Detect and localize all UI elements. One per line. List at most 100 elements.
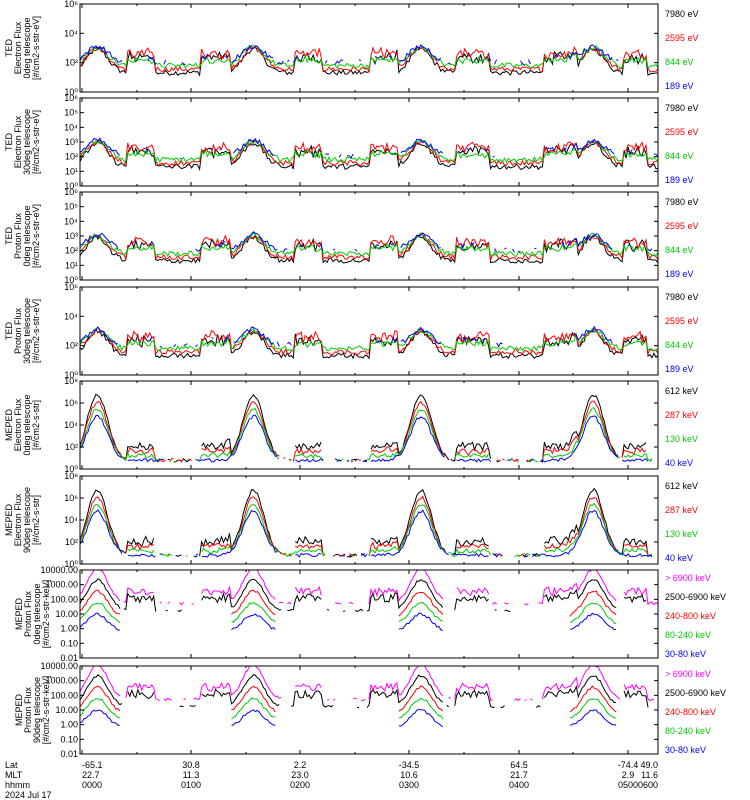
y-tick-label: 10¹ — [65, 166, 78, 176]
legend-entry: 30-80 keV — [665, 745, 706, 755]
series-line-2 — [80, 139, 658, 167]
legend-entry: 2500-6900 keV — [665, 592, 726, 602]
time-tick-label: 0100 — [181, 780, 201, 790]
y-tick-label: 0.10 — [60, 734, 78, 744]
legend-entry: 7980 eV — [665, 9, 699, 19]
series-line-2 — [80, 579, 658, 612]
y-tick-label: 0.01 — [60, 749, 78, 759]
legend-entry: 844 eV — [665, 245, 694, 255]
date-label: 2024 Jul 17 — [5, 790, 52, 800]
y-tick-label: 10⁰ — [64, 87, 78, 97]
y-tick-label: 10³ — [65, 137, 78, 147]
series-line-3 — [80, 326, 658, 353]
series-line-4 — [80, 697, 617, 720]
legend-entry: 40 keV — [665, 458, 693, 468]
lat-tick-label: 30.8 — [182, 760, 200, 770]
y-tick-label: 100.00 — [50, 690, 78, 700]
series-line-2 — [80, 45, 658, 74]
panel-8: 0.01 0.10 1.00 10.00 100.00 1000.00 10000.00 ME… — [14, 661, 726, 759]
panel-5: 10⁰ 10² 10⁴ 10⁶ 10⁸ MEPEDElectron Flux0deg te… — [4, 376, 698, 474]
y-axis-label: MEPEDProton Flux90deg telescope[#/cm2-s-… — [14, 676, 51, 745]
x-row-label: MLT — [5, 770, 23, 780]
y-tick-label: 10⁰ — [64, 559, 78, 569]
legend-entry: > 6900 keV — [665, 573, 711, 583]
y-tick-label: 1000.00 — [45, 580, 78, 590]
legend-entry: 240-800 keV — [665, 611, 716, 621]
y-tick-label: 0.10 — [60, 638, 78, 648]
plot-frame — [79, 475, 659, 565]
plot-frame — [79, 3, 659, 93]
y-tick-label: 10⁴ — [64, 122, 78, 132]
legend-entry: 844 eV — [665, 151, 694, 161]
plot-frame — [79, 286, 659, 376]
y-tick-label: 10⁶ — [64, 93, 78, 103]
legend-entry: 844 eV — [665, 340, 694, 350]
lat-tick-label: -74.4 — [618, 760, 639, 770]
mlt-tick-label: 23.0 — [291, 770, 309, 780]
lat-tick-label: 49.0 — [640, 760, 658, 770]
y-tick-label: 10² — [65, 152, 78, 162]
y-tick-label: 10² — [65, 537, 78, 547]
legend-entry: 130 keV — [665, 529, 698, 539]
series-line-4 — [80, 137, 658, 159]
series-line-1 — [80, 139, 658, 171]
legend-entry: 844 eV — [665, 57, 694, 67]
x-row-label: hhmm — [5, 780, 30, 790]
lat-tick-label: 64.5 — [510, 760, 528, 770]
mlt-tick-label: 21.7 — [510, 770, 528, 780]
y-axis-label: TEDElectron Flux0deg telescope[#/cm2-s-s… — [4, 16, 41, 80]
y-tick-label: 1000.00 — [45, 676, 78, 686]
plot-frame — [79, 191, 659, 281]
legend-entry: 2595 eV — [665, 221, 699, 231]
panel-7: 0.01 0.10 1.00 10.00 100.00 1000.00 10000.00 ME… — [14, 565, 726, 663]
mlt-tick-label: 11.3 — [183, 770, 200, 780]
legend-entry: 189 eV — [665, 269, 694, 279]
y-tick-label: 10000.00 — [40, 565, 78, 575]
time-tick-label: 0000 — [82, 780, 102, 790]
series-line-3 — [80, 685, 617, 713]
legend-entry: 80-240 keV — [665, 726, 711, 736]
y-tick-label: 1.00 — [60, 624, 78, 634]
plot-frame — [79, 665, 659, 755]
series-line-5 — [80, 612, 617, 631]
legend-entry: 287 keV — [665, 410, 698, 420]
y-tick-label: 10¹ — [65, 260, 78, 270]
legend-entry: 30-80 keV — [665, 649, 706, 659]
legend-entry: 2500-6900 keV — [665, 688, 726, 698]
y-tick-label: 10⁵ — [64, 108, 78, 118]
legend-entry: 240-800 keV — [665, 707, 716, 717]
y-tick-label: 10⁴ — [64, 216, 78, 226]
x-row-label: Lat — [5, 760, 18, 770]
time-tick-label: 0200 — [290, 780, 310, 790]
y-axis-label: MEPEDProton Flux0deg telescope[#/cm2-s-s… — [14, 580, 51, 649]
panel-3: 10⁰ 10¹ 10² 10³ 10⁴ 10⁵ 10⁶ TEDProton Flux0deg … — [4, 187, 699, 285]
mlt-tick-label: 10.6 — [400, 770, 418, 780]
y-axis-label: TEDProton Flux30deg telescope[#/cm2-s-st… — [4, 298, 41, 364]
y-axis-label: TEDProton Flux0deg telescope[#/cm2-s-str… — [4, 204, 41, 268]
y-axis-label: MEPEDElectron Flux90deg telescope[#/cm2-… — [4, 487, 41, 553]
mlt-tick-label: 11.6 — [641, 770, 658, 780]
legend-entry: 189 eV — [665, 81, 694, 91]
series-line-1 — [80, 487, 653, 558]
series-line-4 — [80, 601, 617, 624]
y-axis-label: MEPEDElectron Flux0deg telescope[#/cm2-s… — [4, 394, 41, 455]
y-tick-label: 10² — [65, 246, 78, 256]
legend-entry: 7980 eV — [665, 292, 699, 302]
series-line-2 — [80, 495, 649, 557]
mlt-tick-label: 2.9 — [622, 770, 635, 780]
series-line-3 — [80, 589, 617, 617]
series-line-1 — [80, 570, 658, 606]
series-line-2 — [80, 674, 649, 709]
lat-tick-label: 2.2 — [294, 760, 307, 770]
series-line-2 — [80, 328, 658, 356]
legend-entry: 189 eV — [665, 175, 694, 185]
y-tick-label: 10⁶ — [64, 493, 78, 503]
series-line-5 — [80, 708, 617, 728]
legend-entry: 7980 eV — [665, 197, 699, 207]
y-tick-label: 10⁴ — [64, 420, 78, 430]
legend-entry: 40 keV — [665, 553, 693, 563]
series-line-2 — [80, 401, 658, 462]
series-line-3 — [80, 231, 658, 258]
